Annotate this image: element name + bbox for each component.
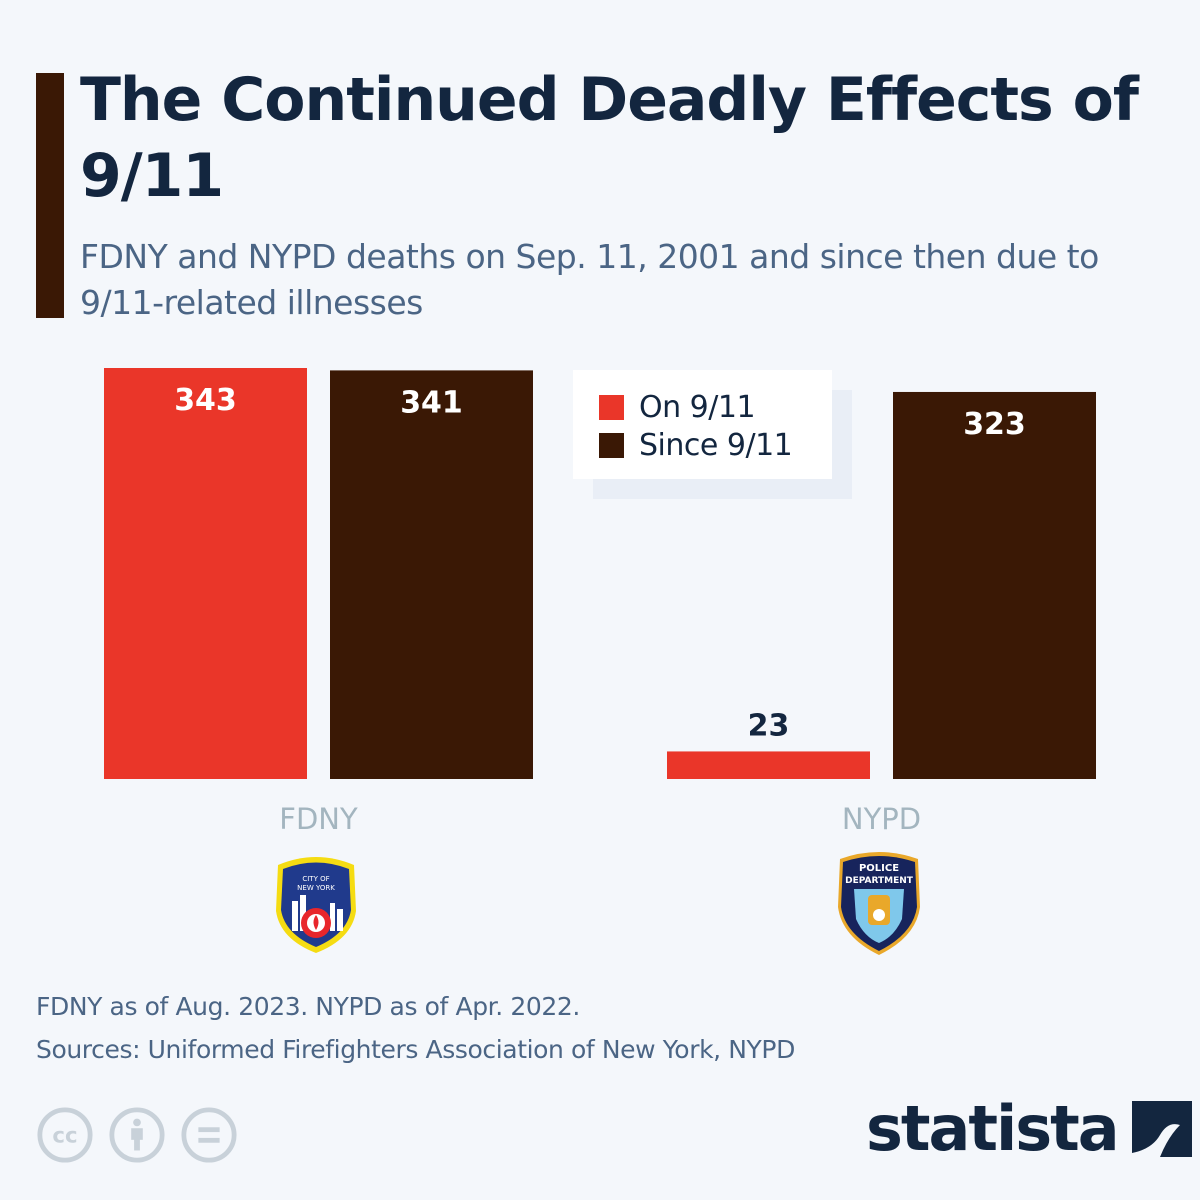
- bar-fdny-on-911: [104, 368, 307, 779]
- svg-text:NEW YORK: NEW YORK: [297, 884, 335, 892]
- data-label: 341: [400, 385, 463, 420]
- bar-fdny-since-911: [330, 370, 533, 779]
- svg-text:CITY OF: CITY OF: [302, 875, 329, 883]
- category-label-fdny: FDNY: [279, 802, 358, 836]
- chart-subtitle: FDNY and NYPD deaths on Sep. 11, 2001 an…: [80, 237, 1099, 322]
- chart-legend: On 9/11 Since 9/11: [573, 370, 832, 479]
- title-accent-bar: [36, 73, 64, 318]
- category-label-nypd: NYPD: [842, 802, 921, 836]
- cc-icon[interactable]: cc: [36, 1106, 94, 1164]
- statista-logo-icon: [1131, 1100, 1192, 1157]
- footnote-dates: FDNY as of Aug. 2023. NYPD as of Apr. 20…: [36, 992, 580, 1021]
- no-derivatives-icon[interactable]: [180, 1106, 238, 1164]
- fdny-patch-icon: CITY OF NEW YORK: [276, 857, 356, 953]
- legend-item-since-911: Since 9/11: [599, 428, 793, 463]
- license-icons: cc: [36, 1106, 238, 1164]
- chart-title: The Continued Deadly Effects of 9/11: [80, 65, 1139, 211]
- statista-wordmark: statista: [866, 1092, 1120, 1165]
- legend-item-on-911: On 9/11: [599, 390, 756, 425]
- bar-nypd-on-911: [667, 751, 870, 779]
- statista-logo[interactable]: statista: [866, 1092, 1192, 1165]
- svg-text:cc: cc: [52, 1124, 77, 1149]
- nypd-patch-icon: POLICE DEPARTMENT: [838, 852, 920, 955]
- legend-swatch-on-911: [599, 395, 624, 420]
- attribution-icon[interactable]: [108, 1106, 166, 1164]
- legend-swatch-since-911: [599, 433, 624, 458]
- svg-text:DEPARTMENT: DEPARTMENT: [845, 876, 914, 886]
- data-label: 23: [748, 708, 790, 743]
- footnote-sources: Sources: Uniformed Firefighters Associat…: [36, 1035, 795, 1064]
- data-label: 323: [963, 407, 1026, 442]
- data-label: 343: [174, 383, 237, 418]
- legend-label: On 9/11: [639, 390, 756, 425]
- bar-nypd-since-911: [893, 391, 1096, 779]
- svg-text:POLICE: POLICE: [859, 863, 899, 874]
- legend-label: Since 9/11: [639, 428, 793, 463]
